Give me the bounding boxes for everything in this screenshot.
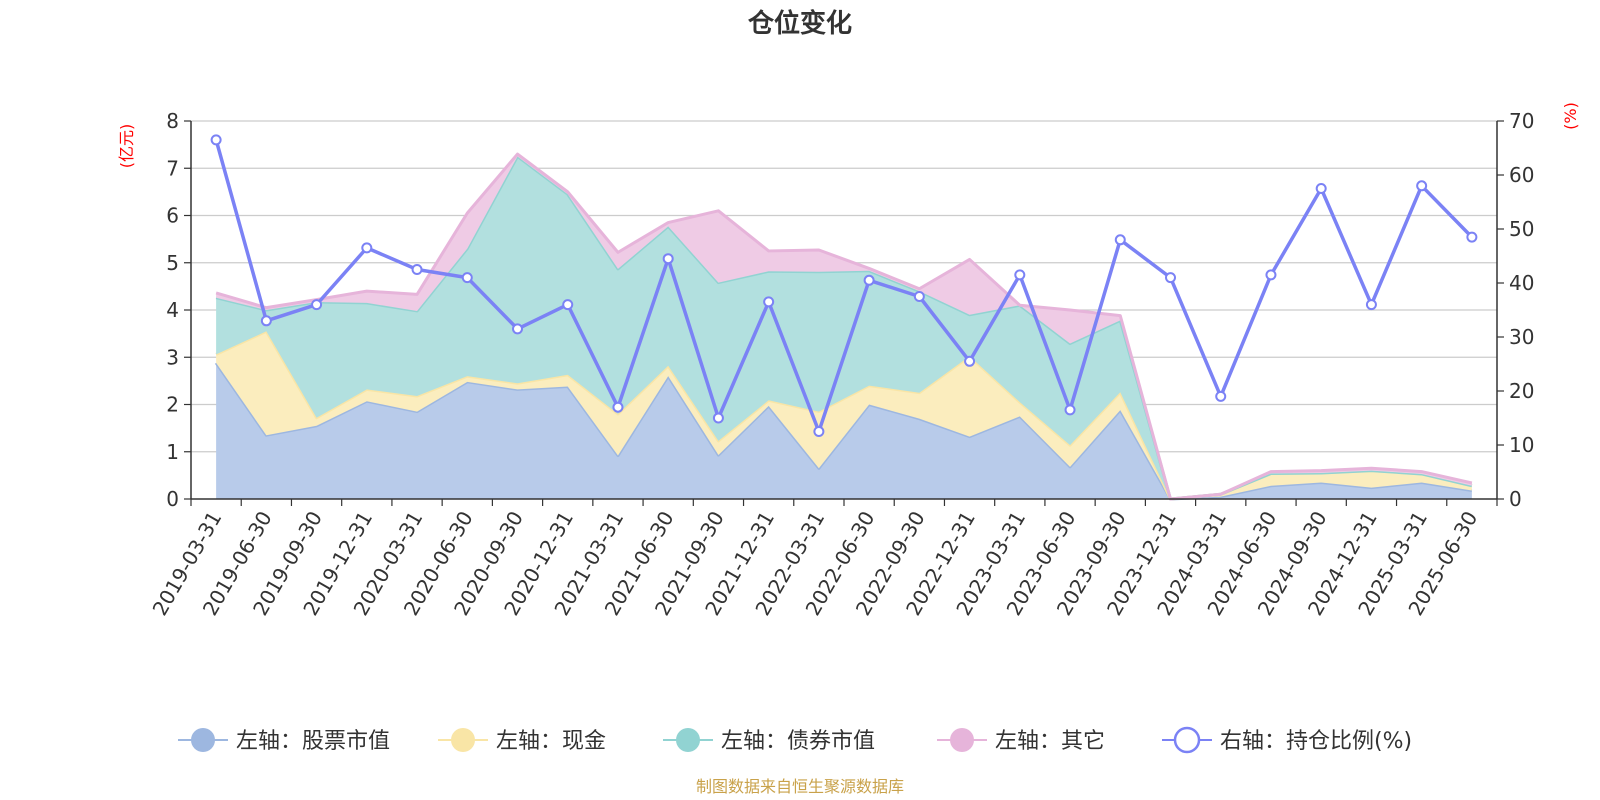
right-tick-label: 40 (1509, 271, 1534, 295)
ratio-point (913, 291, 925, 302)
area-series-0 (216, 362, 1472, 499)
legend-swatch-marker (1173, 726, 1201, 754)
ratio-point (662, 253, 674, 265)
ratio-point (260, 315, 272, 327)
right-tick-label: 70 (1509, 109, 1534, 133)
legend-swatch-marker (950, 728, 974, 752)
right-tick-label: 60 (1509, 163, 1534, 187)
left-tick-label: 2 (166, 393, 179, 417)
ratio-point (512, 323, 523, 335)
right-tick-label: 50 (1509, 217, 1534, 241)
legend-label: 左轴：股票市值 (236, 729, 390, 754)
left-tick-label: 5 (166, 251, 179, 275)
left-tick-label: 7 (166, 156, 179, 180)
ratio-point (1315, 183, 1327, 194)
legend: 左轴：股票市值 左轴：现金 左轴：债券市值 左轴：其它 右轴：持仓比例(%) (178, 726, 1412, 754)
data-source-note: 制图数据来自恒生聚源数据库 (696, 777, 904, 796)
area-series-2 (216, 156, 1472, 499)
legend-item-1: 左轴：现金 (438, 728, 606, 754)
legend-swatch-marker (451, 728, 475, 752)
stacked-areas (214, 152, 1473, 501)
ratio-point (1165, 272, 1176, 284)
ratio-point (1265, 269, 1277, 281)
legend-swatch-marker (191, 728, 215, 752)
left-tick-label: 3 (166, 345, 179, 369)
ratio-point (562, 299, 574, 311)
right-axis-unit: (%) (1561, 102, 1580, 130)
ratio-point (964, 355, 976, 367)
ratio-point (1466, 231, 1478, 243)
ratio-point (763, 296, 775, 308)
legend-item-4: 右轴：持仓比例(%) (1162, 726, 1412, 754)
ratio-point (813, 426, 825, 437)
ratio-point (612, 401, 624, 413)
ratio-point (361, 242, 373, 254)
ratio-line-path (214, 139, 1474, 434)
left-axis-unit: (亿元) (117, 124, 136, 169)
right-tick-label: 30 (1509, 325, 1534, 349)
chart-title: 仓位变化 (747, 8, 852, 39)
left-tick-label: 6 (166, 204, 179, 228)
ratio-point (712, 412, 724, 424)
ratio-point (411, 264, 423, 275)
legend-swatch-marker (676, 728, 700, 752)
ratio-point (461, 272, 473, 284)
right-tick-label: 0 (1509, 487, 1522, 511)
legend-label: 左轴：现金 (496, 729, 606, 754)
ratio-point (863, 274, 875, 286)
legend-label: 右轴：持仓比例(%) (1220, 729, 1412, 754)
area-series-1 (216, 331, 1472, 499)
legend-item-0: 左轴：股票市值 (178, 728, 390, 754)
area-series-edge-3 (215, 152, 1473, 501)
position-ratio-line (210, 134, 1478, 437)
ratio-point (1014, 269, 1026, 281)
left-tick-label: 4 (166, 298, 179, 322)
ratio-point (210, 134, 222, 146)
ratio-point (1215, 390, 1227, 402)
left-tick-label: 1 (166, 440, 179, 464)
ratio-point (311, 299, 323, 311)
ratio-point (1064, 404, 1076, 416)
legend-item-3: 左轴：其它 (937, 728, 1105, 754)
legend-label: 左轴：债券市值 (721, 729, 875, 754)
left-tick-label: 0 (166, 487, 179, 511)
legend-label: 左轴：其它 (995, 729, 1105, 754)
right-tick-label: 10 (1509, 433, 1534, 457)
legend-item-2: 左轴：债券市值 (663, 728, 875, 754)
ratio-point (1365, 299, 1377, 311)
right-tick-label: 20 (1509, 379, 1534, 403)
ratio-point (1114, 234, 1126, 246)
ratio-point (1416, 180, 1428, 192)
left-tick-label: 8 (166, 109, 179, 133)
